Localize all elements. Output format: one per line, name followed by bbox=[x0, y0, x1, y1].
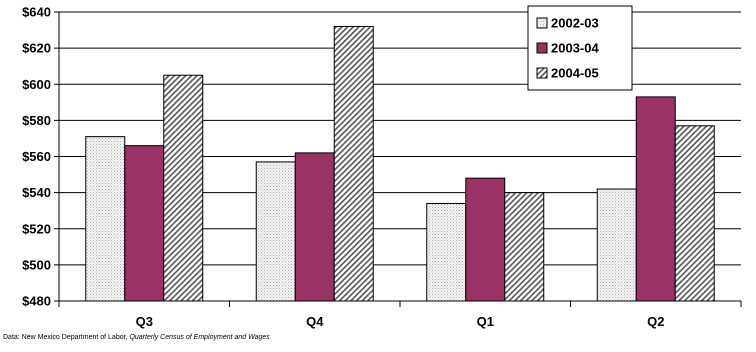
y-axis-ticks: $480 $500 $520 $540 $560 $580 $600 $620 $640 bbox=[22, 5, 59, 309]
bar-2004-05-Q1 bbox=[504, 192, 545, 302]
x-tick-label: Q1 bbox=[477, 314, 494, 329]
bar-2003-04-Q1 bbox=[465, 177, 506, 302]
legend-label: 2003-04 bbox=[551, 41, 599, 56]
y-tick-label: $520 bbox=[22, 221, 51, 236]
bar-2004-05-Q2 bbox=[674, 125, 715, 302]
x-tick-label: Q2 bbox=[647, 314, 664, 329]
bar-2004-05-Q3 bbox=[163, 74, 204, 302]
axes bbox=[58, 12, 742, 307]
bar-2002-03-Q3 bbox=[85, 136, 126, 302]
y-tick-label: $640 bbox=[22, 5, 51, 20]
x-tick-label: Q4 bbox=[306, 314, 324, 329]
y-tick-label: $540 bbox=[22, 185, 51, 200]
bar-2002-03-Q2 bbox=[596, 188, 637, 302]
legend-label: 2002-03 bbox=[551, 16, 599, 31]
source-title: Quarterly Census of Employment and Wages bbox=[129, 334, 270, 341]
bar-2002-03-Q1 bbox=[426, 202, 467, 302]
bar-2003-04-Q3 bbox=[124, 145, 165, 302]
bar-2003-04-Q2 bbox=[635, 96, 676, 302]
y-tick-label: $600 bbox=[22, 77, 51, 92]
source-prefix: Data: New Mexico Department of Labor, bbox=[3, 334, 130, 341]
legend-swatch bbox=[536, 17, 548, 29]
bar-2004-05-Q4 bbox=[333, 25, 374, 302]
bars bbox=[85, 25, 715, 302]
legend: 2002-03 2003-04 2004-05 bbox=[527, 5, 633, 91]
y-tick-label: $480 bbox=[22, 294, 51, 309]
y-tick-label: $580 bbox=[22, 113, 51, 128]
source-note: Data: New Mexico Department of Labor, Qu… bbox=[3, 334, 270, 341]
y-tick-label: $560 bbox=[22, 149, 51, 164]
x-axis-categories: Q3 Q4 Q1 Q2 bbox=[136, 314, 665, 329]
y-tick-label: $500 bbox=[22, 257, 51, 272]
bar-2002-03-Q4 bbox=[255, 161, 296, 302]
legend-label: 2004-05 bbox=[551, 66, 599, 81]
bar-2003-04-Q4 bbox=[294, 152, 335, 302]
x-tick-label: Q3 bbox=[136, 314, 153, 329]
legend-swatch bbox=[536, 67, 548, 79]
legend-swatch bbox=[536, 42, 548, 54]
y-tick-label: $620 bbox=[22, 41, 51, 56]
